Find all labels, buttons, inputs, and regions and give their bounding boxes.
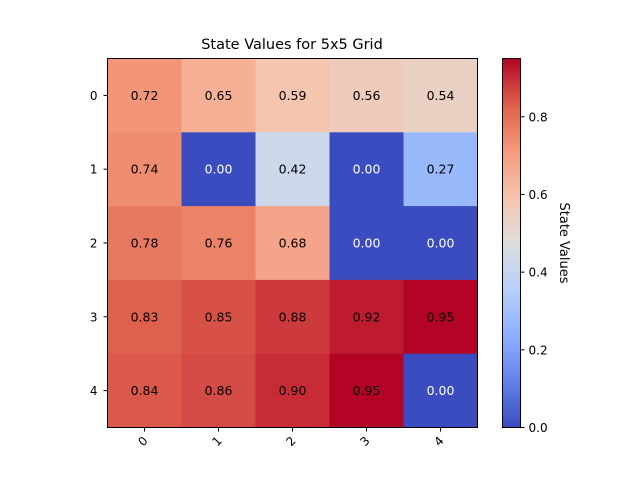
cell-value-label: 0.95	[353, 383, 381, 398]
colorbar-label: State Values	[556, 202, 571, 283]
heatmap-cell	[403, 353, 478, 428]
cell-value-label: 0.00	[353, 162, 381, 177]
cell-value-label: 0.74	[131, 162, 159, 177]
heatmap-cell	[255, 58, 330, 133]
heatmap-cell	[255, 353, 330, 428]
cell-value-label: 0.92	[353, 309, 381, 324]
colorbar-tick-label: 0.0	[529, 421, 548, 435]
cell-value-label: 0.78	[131, 236, 159, 251]
y-tick-label: 3	[90, 310, 98, 324]
cell-value-label: 0.68	[279, 236, 307, 251]
heatmap-cell	[329, 279, 404, 355]
cell-value-label: 0.88	[279, 309, 307, 324]
heatmap-cell	[107, 353, 182, 428]
heatmap-cell	[107, 58, 182, 133]
heatmap-cell	[403, 58, 478, 133]
cell-value-label: 0.00	[205, 162, 233, 177]
cell-value-label: 0.72	[131, 88, 159, 103]
heatmap-cell	[403, 206, 478, 281]
chart-title: State Values for 5x5 Grid	[201, 37, 383, 53]
cell-value-label: 0.90	[279, 383, 307, 398]
heatmap-cell	[181, 353, 256, 428]
cell-value-label: 0.00	[427, 236, 455, 251]
heatmap-cell	[255, 132, 330, 207]
cell-value-label: 0.42	[279, 162, 307, 177]
heatmap-cell	[181, 132, 256, 207]
colorbar-axis: 0.0 0.2 0.4 0.6 0.8	[520, 110, 548, 435]
heatmap-cell	[107, 132, 182, 207]
cell-value-label: 0.84	[131, 383, 159, 398]
heatmap-cell	[181, 206, 256, 281]
cell-value-label: 0.85	[205, 309, 233, 324]
heatmap-cell	[403, 279, 478, 355]
heatmap-cell	[255, 279, 330, 355]
cell-value-label: 0.00	[427, 383, 455, 398]
heatmap-cell	[329, 206, 404, 281]
heatmap-cell	[403, 132, 478, 207]
cell-value-label: 0.00	[353, 236, 381, 251]
cell-value-label: 0.86	[205, 383, 233, 398]
cell-value-label: 0.54	[427, 88, 455, 103]
cell-value-label: 0.65	[205, 88, 233, 103]
y-tick-label: 4	[90, 384, 98, 398]
cell-value-label: 0.27	[427, 162, 455, 177]
heatmap-cell	[255, 206, 330, 281]
y-tick-label: 2	[90, 237, 98, 251]
cell-value-label: 0.76	[205, 236, 233, 251]
colorbar-tick-label: 0.8	[529, 110, 548, 124]
colorbar-tick-label: 0.4	[529, 266, 548, 280]
heatmap-cell	[107, 279, 182, 355]
cell-value-label: 0.95	[427, 309, 455, 324]
heatmap-cells: 0.72 0.65 0.59 0.56 0.54 0.74 0.00 0.42 0.00 0.27…	[107, 58, 478, 428]
heatmap-cell	[329, 132, 404, 207]
heatmap-cell	[107, 206, 182, 281]
colorbar-tick-label: 0.6	[529, 188, 548, 202]
cell-value-label: 0.56	[353, 88, 381, 103]
colorbar	[502, 58, 521, 428]
cell-value-label: 0.59	[279, 88, 307, 103]
y-tick-label: 1	[90, 163, 98, 177]
cell-value-label: 0.83	[131, 309, 159, 324]
heatmap-cell	[181, 279, 256, 355]
heatmap-cell	[329, 353, 404, 428]
y-axis: 0 1 2 3 4	[90, 89, 108, 398]
heatmap-cell	[329, 58, 404, 133]
heatmap-cell	[181, 58, 256, 133]
y-tick-label: 0	[90, 89, 98, 103]
colorbar-tick-label: 0.2	[529, 343, 548, 357]
